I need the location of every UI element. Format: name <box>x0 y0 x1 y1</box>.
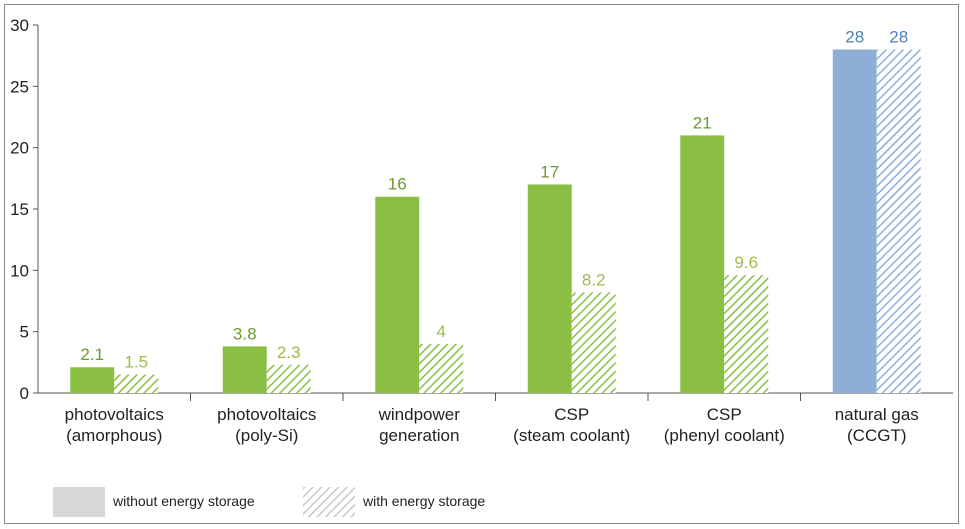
legend-swatch-with-storage <box>303 487 355 517</box>
x-category-label: (amorphous) <box>66 426 162 445</box>
x-category-label: (poly-Si) <box>235 426 298 445</box>
data-label-without-storage: 28 <box>845 28 864 47</box>
y-tick-label: 10 <box>10 261 29 280</box>
x-category-label: windpower <box>378 405 461 424</box>
bar-without-storage <box>222 346 267 393</box>
bar-with-storage <box>266 364 311 393</box>
legend-swatch-without-storage <box>53 487 105 517</box>
y-tick-label: 25 <box>10 77 29 96</box>
y-tick-label: 20 <box>10 139 29 158</box>
x-category-label: (phenyl coolant) <box>664 426 785 445</box>
bar-chart: 0 5 10 15 20 25 30 photovoltaics (amorphous) phot… <box>10 16 953 517</box>
x-category-label: (steam coolant) <box>513 426 630 445</box>
bar-with-storage <box>724 275 769 393</box>
y-tick-label: 0 <box>20 384 29 403</box>
x-category-label: CSP <box>554 405 589 424</box>
legend-label-without-storage: without energy storage <box>112 493 255 509</box>
x-category-label: CSP <box>707 405 742 424</box>
legend: without energy storage with energy stora… <box>53 487 485 517</box>
data-label-with-storage: 4 <box>437 322 446 341</box>
data-label-with-storage: 1.5 <box>124 353 148 372</box>
x-category-label: photovoltaics <box>217 405 316 424</box>
bar-without-storage <box>527 184 572 393</box>
bar-without-storage <box>680 135 725 393</box>
y-tick-label: 30 <box>10 16 29 35</box>
data-label-without-storage: 21 <box>693 113 712 132</box>
data-label-with-storage: 8.2 <box>582 270 606 289</box>
data-label-with-storage: 2.3 <box>277 343 301 362</box>
bar-without-storage <box>375 196 420 393</box>
bar-with-storage <box>114 374 159 393</box>
bar-with-storage <box>571 292 616 393</box>
axes: 0 5 10 15 20 25 30 photovoltaics (amorphous) phot… <box>10 16 953 445</box>
bars <box>70 49 921 394</box>
bar-without-storage <box>70 367 115 393</box>
data-label-without-storage: 3.8 <box>233 324 257 343</box>
y-tick-label: 5 <box>20 323 29 342</box>
data-label-with-storage: 28 <box>889 28 908 47</box>
x-category-label: generation <box>379 426 459 445</box>
data-labels: 2.1 1.5 3.8 2.3 16 4 17 8.2 21 9.6 28 28 <box>80 28 908 372</box>
data-label-without-storage: 16 <box>388 175 407 194</box>
x-category-label: photovoltaics <box>65 405 164 424</box>
chart-frame: 0 5 10 15 20 25 30 photovoltaics (amorphous) phot… <box>4 4 959 524</box>
x-category-label: natural gas <box>835 405 919 424</box>
legend-label-with-storage: with energy storage <box>362 493 485 509</box>
bar-with-storage <box>419 343 464 393</box>
y-tick-label: 15 <box>10 200 29 219</box>
data-label-with-storage: 9.6 <box>734 253 758 272</box>
data-label-without-storage: 17 <box>540 162 559 181</box>
bar-with-storage <box>876 49 921 394</box>
x-category-label: (CCGT) <box>847 426 906 445</box>
data-label-without-storage: 2.1 <box>80 345 104 364</box>
bar-without-storage <box>832 49 877 394</box>
